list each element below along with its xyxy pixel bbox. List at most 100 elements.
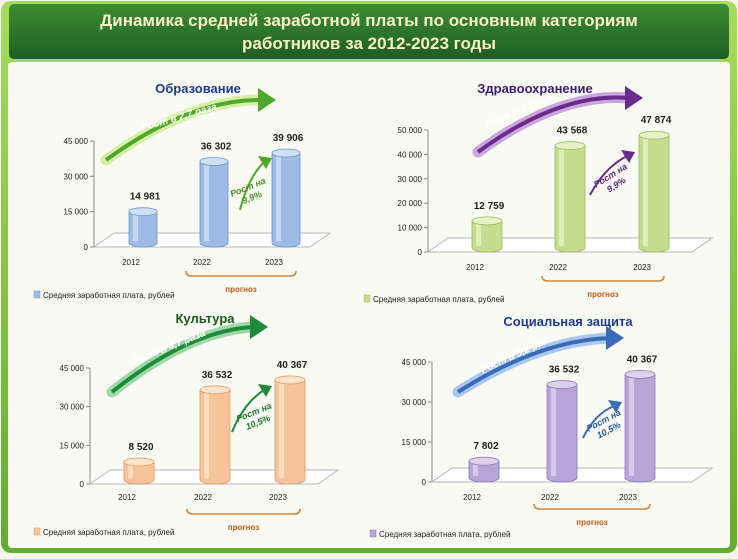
y-tick-label: 0 [418, 248, 423, 257]
y-tick-label: 15 000 [402, 438, 427, 447]
page-title-line2: работников за 2012-2023 годы [242, 34, 496, 53]
legend-swatch [33, 290, 41, 299]
y-tick-label: 50 000 [398, 126, 423, 135]
bar-highlight [551, 386, 556, 476]
bar-top [624, 369, 656, 379]
bar-value-label: 36 302 [201, 141, 232, 152]
bar-top [199, 157, 229, 166]
legend-swatch [363, 294, 371, 303]
bar-top [274, 375, 306, 385]
y-tick-label: 45 000 [402, 358, 427, 367]
header-band [9, 4, 729, 59]
increase-arrow-head [258, 384, 272, 397]
y-tick-label: 0 [422, 478, 427, 487]
increase-arrow-head [621, 150, 635, 163]
bar-highlight [128, 464, 133, 478]
increase-arrow-head [258, 156, 272, 169]
forecast-label: прогноз [225, 285, 257, 294]
bar-value-label: 43 568 [557, 126, 588, 137]
x-tick-label: 2012 [122, 258, 140, 267]
growth-arrow-core [110, 325, 255, 394]
bar-highlight [476, 222, 481, 246]
y-tick-label: 40 000 [398, 150, 423, 159]
bar-highlight [473, 463, 478, 476]
bar-highlight [133, 213, 138, 241]
x-tick-label: 2022 [194, 493, 212, 502]
y-tick-label: 30 000 [402, 398, 427, 407]
bar-value-label: 8 520 [128, 442, 153, 453]
chart-title: Здравоохранение [477, 81, 593, 96]
growth-arrow-head [606, 326, 624, 350]
growth-arrow-head [625, 86, 643, 110]
x-tick-label: 2012 [118, 493, 136, 502]
x-tick-label: 2022 [549, 263, 567, 272]
chart-title: Социальная защита [503, 314, 633, 329]
increase-arrow [239, 161, 265, 211]
bar-top [468, 456, 500, 466]
bar-top [638, 130, 670, 140]
y-tick-label: 45 000 [60, 364, 85, 373]
increase-arrow-head [608, 400, 622, 413]
increase-arrow [231, 389, 265, 433]
y-tick-label: 15 000 [64, 208, 89, 217]
growth-arrow-head [258, 88, 276, 112]
bar-top [128, 207, 158, 217]
growth-arrow-head [250, 315, 268, 339]
y-tick-label: 20 000 [398, 199, 423, 208]
bar-top [546, 380, 578, 389]
bar-value-label: 36 532 [549, 365, 580, 376]
growth-arrow-core [476, 95, 630, 154]
bar-top [271, 148, 301, 158]
bar-highlight [276, 154, 281, 241]
chart-title: Образование [155, 81, 241, 96]
legend-label: Средняя заработная плата, рублей [43, 528, 174, 537]
bar-value-label: 7 802 [473, 441, 498, 452]
y-tick-label: 45 000 [64, 137, 89, 146]
y-tick-label: 30 000 [64, 172, 89, 181]
x-tick-label: 2012 [466, 263, 484, 272]
legend-label: Средняя заработная плата, рублей [379, 530, 510, 539]
growth-arrow-core [104, 97, 263, 162]
x-tick-label: 2023 [633, 263, 651, 272]
bar-highlight [629, 376, 634, 476]
page-title-line1: Динамика средней заработной платы по осн… [100, 11, 638, 30]
bar-value-label: 40 367 [277, 360, 308, 371]
bar-highlight [204, 163, 209, 241]
legend-swatch [369, 529, 377, 538]
legend-label: Средняя заработная плата, рублей [43, 291, 174, 300]
y-tick-label: 30 000 [60, 403, 85, 412]
bar-top [123, 457, 155, 467]
forecast-bracket [541, 275, 665, 282]
forecast-bracket [186, 508, 301, 515]
legend-swatch [33, 527, 41, 536]
x-tick-label: 2023 [269, 493, 287, 502]
bar-highlight [204, 391, 209, 478]
growth-arrow-core [456, 336, 611, 394]
bar-highlight [559, 147, 564, 246]
bar-top [554, 141, 586, 151]
y-tick-label: 0 [80, 480, 85, 489]
forecast-bracket [185, 270, 297, 277]
forecast-label: прогноз [228, 523, 260, 532]
x-tick-label: 2012 [463, 493, 481, 502]
increase-arrow [589, 155, 628, 196]
chart-title: Культура [175, 311, 235, 326]
bar-highlight [279, 381, 284, 478]
bar-value-label: 14 981 [130, 192, 161, 203]
x-tick-label: 2022 [193, 258, 211, 267]
y-tick-label: 30 000 [398, 175, 423, 184]
bar-value-label: 47 874 [641, 115, 672, 126]
increase-arrow [582, 405, 615, 439]
bar-top [199, 385, 231, 395]
bar-value-label: 40 367 [627, 354, 658, 365]
y-tick-label: 10 000 [398, 224, 423, 233]
y-tick-label: 15 000 [60, 441, 85, 450]
x-tick-label: 2022 [541, 493, 559, 502]
x-tick-label: 2023 [265, 258, 283, 267]
y-tick-label: 0 [84, 243, 89, 252]
